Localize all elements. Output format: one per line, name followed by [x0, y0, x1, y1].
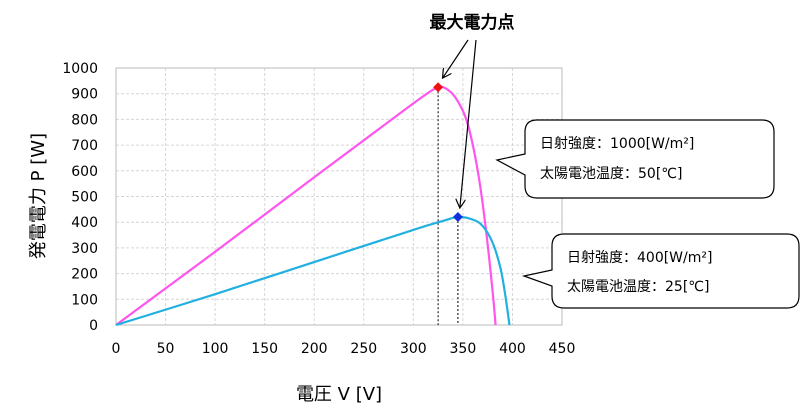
y-tick-label: 900: [71, 87, 98, 103]
y-tick-label: 400: [71, 215, 98, 231]
x-tick-label: 0: [112, 341, 121, 357]
condition-callout-low: 日射強度：400[W/m²] 太陽電池温度：25[℃]: [521, 233, 800, 309]
y-tick-labels: 0 100 200 300 400 500 600 700 800 900 1000: [62, 61, 98, 334]
condition-callout-high: 日射強度：1000[W/m²] 太陽電池温度：50[℃]: [495, 119, 775, 199]
callout-high-line-2: 太陽電池温度：50[℃]: [540, 166, 682, 182]
callout-high-line-1: 日射強度：1000[W/m²]: [540, 136, 694, 152]
x-axis-title: 電圧 V [V]: [296, 384, 382, 405]
y-tick-label: 0: [89, 318, 98, 334]
y-tick-label: 700: [71, 138, 98, 154]
max-point-marker-1: [433, 82, 444, 93]
max-point-arrow-1: [443, 39, 469, 77]
max-points-layer: [433, 82, 463, 223]
max-point-arrow-2: [460, 39, 477, 207]
y-tick-label: 500: [71, 190, 98, 206]
callout-low-shape: [521, 233, 800, 309]
y-axis-title: 発電電力 P [W]: [28, 133, 49, 259]
callout-low-line-2: 太陽電池温度：25[℃]: [567, 279, 709, 295]
x-tick-label: 50: [157, 341, 175, 357]
y-tick-label: 600: [71, 164, 98, 180]
x-tick-labels: 0 50 100 150 200 250 300 350 400 450: [112, 341, 576, 357]
y-tick-label: 200: [71, 267, 98, 283]
x-tick-label: 150: [251, 341, 278, 357]
x-tick-label: 450: [549, 341, 576, 357]
x-tick-label: 300: [400, 341, 427, 357]
y-tick-label: 300: [71, 241, 98, 257]
x-tick-label: 350: [450, 341, 477, 357]
x-tick-label: 400: [499, 341, 526, 357]
series-line-1: [115, 85, 497, 326]
max-power-point-label: 最大電力点: [430, 12, 515, 33]
grid: [115, 67, 563, 326]
series-layer: [115, 85, 511, 327]
y-tick-label: 800: [71, 112, 98, 128]
max-point-marker-2: [452, 212, 463, 223]
x-tick-label: 200: [301, 341, 328, 357]
max-point-guides: [437, 87, 459, 325]
series-line-2: [115, 215, 511, 327]
y-tick-label: 100: [71, 292, 98, 308]
y-tick-label: 1000: [62, 61, 98, 77]
callout-low-line-1: 日射強度：400[W/m²]: [567, 250, 712, 266]
callout-high-shape: [495, 119, 775, 199]
x-tick-label: 100: [202, 341, 229, 357]
x-tick-label: 250: [350, 341, 377, 357]
